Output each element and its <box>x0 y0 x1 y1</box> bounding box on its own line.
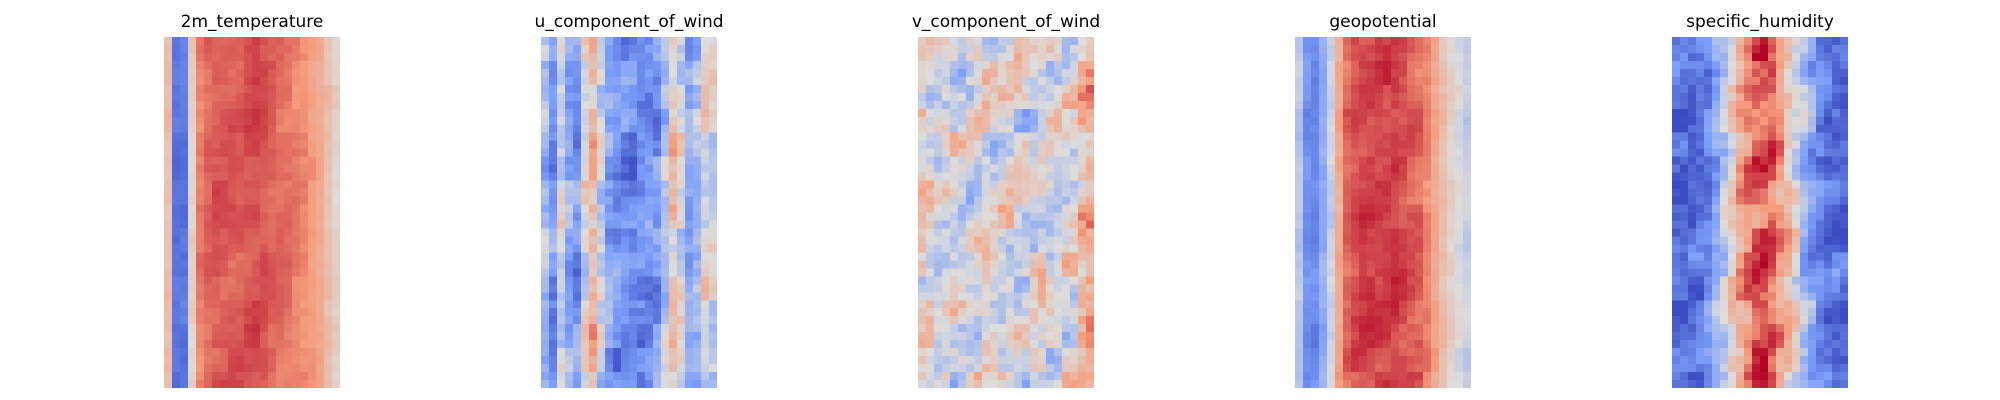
panel-specific-humidity: specific_humidity <box>1672 0 1848 400</box>
panel-title: v_component_of_wind <box>911 12 1101 32</box>
panel-u-component-of-wind: u_component_of_wind <box>534 0 724 400</box>
panel-geopotential: geopotential <box>1295 0 1471 400</box>
heatmap-u-component-of-wind <box>541 37 717 388</box>
panel-2m-temperature: 2m_temperature <box>164 0 340 400</box>
panel-title: 2m_temperature <box>180 12 324 32</box>
heatmap-geopotential <box>1295 37 1471 388</box>
heatmap-specific-humidity <box>1672 37 1848 388</box>
panel-title: geopotential <box>1329 12 1437 32</box>
heatmap-2m-temperature <box>164 37 340 388</box>
panel-title: specific_humidity <box>1686 12 1834 32</box>
panel-title: u_component_of_wind <box>534 12 724 32</box>
panel-v-component-of-wind: v_component_of_wind <box>912 0 1100 400</box>
heatmap-v-component-of-wind <box>918 37 1094 388</box>
